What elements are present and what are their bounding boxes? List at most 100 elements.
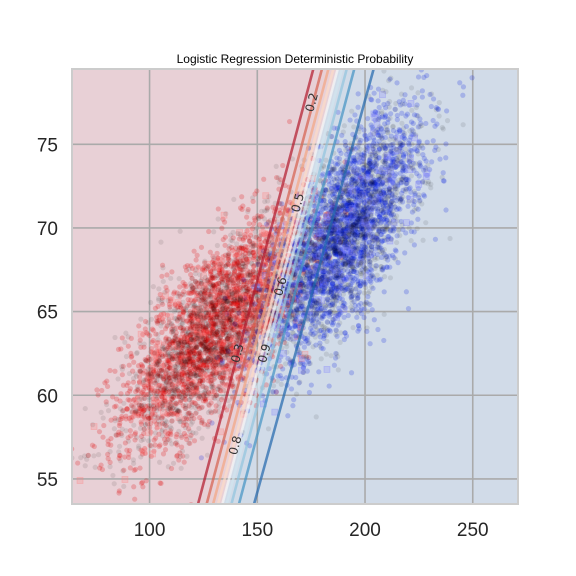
- scatter-point: [209, 341, 215, 347]
- scatter-point: [126, 451, 132, 457]
- scatter-point: [98, 462, 104, 468]
- scatter-point: [140, 409, 146, 415]
- scatter-point: [220, 236, 226, 243]
- scatter-point: [149, 450, 156, 458]
- scatter-point: [274, 378, 280, 384]
- scatter-point: [239, 317, 245, 323]
- scatter-point: [405, 306, 412, 312]
- scatter-point: [228, 307, 235, 314]
- scatter-point: [251, 310, 257, 317]
- scatter-point: [347, 117, 353, 123]
- scatter-point: [143, 478, 149, 484]
- scatter-point: [191, 310, 198, 316]
- scatter-point: [28, 475, 33, 480]
- scatter-point: [209, 360, 215, 366]
- scatter-point: [125, 397, 131, 403]
- scatter-point: [178, 355, 184, 361]
- scatter-point: [201, 359, 207, 366]
- scatter-point: [213, 330, 219, 336]
- scatter-point: [181, 415, 187, 421]
- scatter-point: [193, 410, 199, 417]
- scatter-point: [420, 53, 425, 58]
- scatter-point: [225, 261, 231, 267]
- scatter-point: [188, 297, 194, 303]
- scatter-point: [194, 336, 200, 342]
- scatter-point: [209, 285, 216, 291]
- scatter-point: [460, 92, 466, 98]
- scatter-point: [202, 260, 208, 266]
- scatter-point: [209, 326, 216, 332]
- scatter-point: [157, 367, 163, 373]
- scatter-point: [169, 355, 176, 361]
- scatter-point: [214, 314, 220, 320]
- scatter-point: [176, 393, 183, 400]
- scatter-point: [276, 207, 282, 213]
- scatter-point: [174, 393, 181, 400]
- scatter-point: [207, 346, 213, 352]
- scatter-point: [199, 342, 205, 348]
- scatter-point: [177, 357, 183, 363]
- scatter-point: [180, 370, 187, 376]
- scatter-point: [207, 330, 213, 336]
- scatter-point: [234, 324, 240, 330]
- scatter-point: [120, 468, 126, 474]
- scatter-point: [196, 380, 202, 386]
- scatter-point: [75, 460, 81, 466]
- scatter-point: [131, 359, 137, 365]
- scatter-point: [172, 356, 178, 362]
- scatter-point: [191, 311, 197, 317]
- scatter-point: [245, 295, 251, 301]
- scatter-point: [205, 338, 211, 344]
- scatter-point: [204, 351, 210, 358]
- scatter-point: [153, 359, 160, 365]
- scatter-point: [277, 210, 283, 217]
- scatter-point: [215, 302, 222, 308]
- scatter-point: [149, 339, 155, 345]
- scatter-point: [216, 340, 222, 346]
- scatter-point: [181, 335, 188, 342]
- scatter-point: [376, 277, 383, 283]
- scatter-point: [217, 374, 224, 381]
- scatter-point: [199, 367, 205, 374]
- scatter-point: [197, 355, 203, 361]
- scatter-point: [225, 255, 231, 261]
- scatter-point: [181, 382, 187, 388]
- scatter-point: [152, 305, 159, 311]
- scatter-point: [238, 354, 244, 360]
- scatter-point: [214, 273, 220, 279]
- scatter-point: [228, 294, 234, 300]
- scatter-point: [188, 331, 194, 337]
- scatter-point: [226, 351, 232, 357]
- scatter-point: [181, 396, 188, 402]
- scatter-point: [250, 198, 256, 205]
- scatter-point: [183, 392, 189, 398]
- scatter-point: [388, 111, 394, 117]
- scatter-point: [355, 104, 361, 110]
- scatter-point: [159, 389, 165, 395]
- scatter-point: [238, 267, 245, 273]
- scatter-point: [166, 354, 172, 360]
- scatter-point: [142, 318, 149, 325]
- scatter-point: [145, 382, 151, 388]
- scatter-point: [211, 358, 217, 364]
- scatter-point: [217, 370, 223, 376]
- scatter-point: [130, 414, 136, 420]
- scatter-point: [178, 351, 185, 357]
- scatter-point: [222, 309, 228, 315]
- scatter-point: [155, 388, 161, 394]
- scatter-point: [198, 312, 204, 318]
- scatter-point: [214, 311, 221, 317]
- scatter-point: [444, 108, 450, 114]
- scatter-point: [211, 306, 217, 312]
- scatter-point: [160, 387, 166, 393]
- scatter-point: [226, 251, 232, 257]
- scatter-point: [259, 244, 265, 250]
- scatter-point: [186, 362, 192, 369]
- scatter-point: [121, 476, 129, 483]
- scatter-point: [217, 290, 223, 297]
- scatter-point: [89, 442, 96, 448]
- scatter-point: [262, 260, 269, 267]
- scatter-point: [240, 375, 246, 381]
- scatter-point: [197, 365, 203, 371]
- scatter-point: [251, 252, 257, 258]
